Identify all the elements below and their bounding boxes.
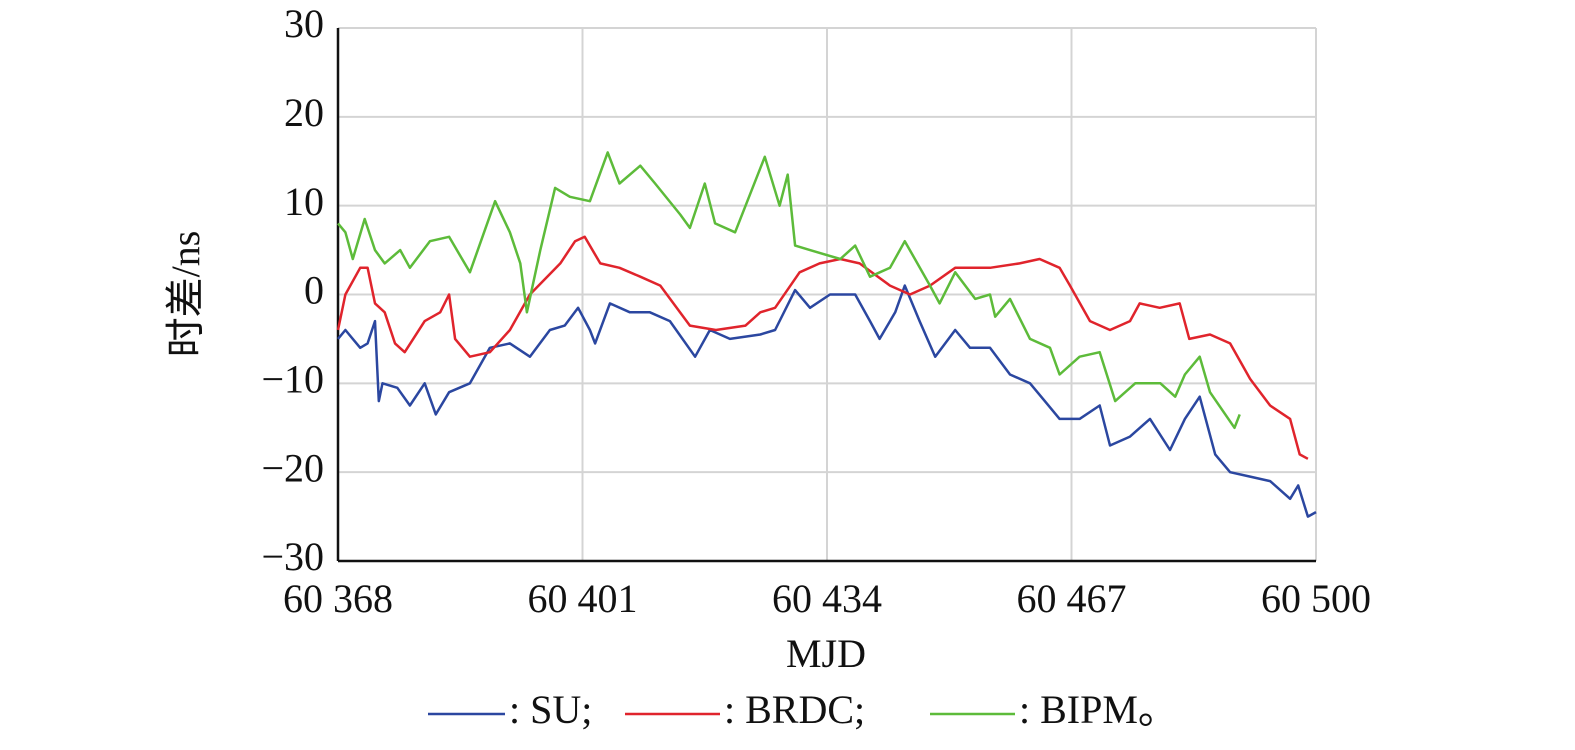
x-tick-label: 60 401	[528, 576, 638, 621]
legend-label: : BRDC;	[724, 687, 865, 732]
x-tick-label: 60 434	[772, 576, 882, 621]
y-tick-label: 20	[284, 90, 324, 135]
x-tick-label: 60 368	[283, 576, 393, 621]
series-line	[337, 284, 1317, 518]
legend-label: : SU;	[509, 687, 592, 732]
y-tick-label: 0	[304, 268, 324, 313]
y-axis-label: 时差/ns	[163, 231, 208, 358]
y-tick-label: −10	[261, 357, 324, 402]
series-line	[337, 151, 1241, 430]
series-line	[336, 235, 1309, 460]
y-tick-label: −20	[261, 445, 324, 490]
y-tick-label: 30	[284, 1, 324, 46]
y-tick-label: 10	[284, 179, 324, 224]
x-axis-label: MJD	[786, 631, 866, 676]
x-tick-label: 60 500	[1261, 576, 1371, 621]
x-tick-label: 60 467	[1017, 576, 1127, 621]
y-tick-label: −30	[261, 534, 324, 579]
legend-label: : BIPM。	[1019, 687, 1178, 732]
